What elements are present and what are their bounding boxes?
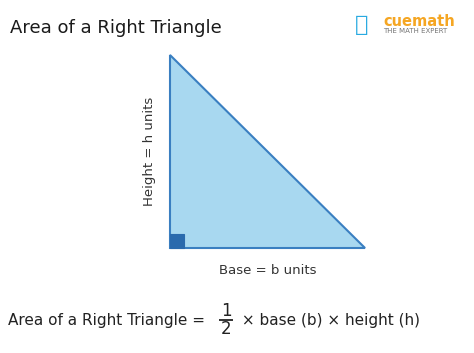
Text: Area of a Right Triangle =: Area of a Right Triangle =: [8, 312, 210, 328]
Text: 1: 1: [221, 302, 231, 320]
Text: 2: 2: [221, 320, 231, 338]
Polygon shape: [170, 55, 365, 248]
Text: Height = h units: Height = h units: [144, 97, 156, 206]
Text: Base = b units: Base = b units: [219, 263, 316, 276]
Text: × base (b) × height (h): × base (b) × height (h): [237, 312, 420, 328]
Text: 🚀: 🚀: [355, 15, 368, 35]
Text: cuemath: cuemath: [383, 14, 455, 29]
Bar: [170, 234, 184, 248]
Text: THE MATH EXPERT: THE MATH EXPERT: [383, 28, 447, 34]
Text: Area of a Right Triangle: Area of a Right Triangle: [10, 19, 222, 37]
